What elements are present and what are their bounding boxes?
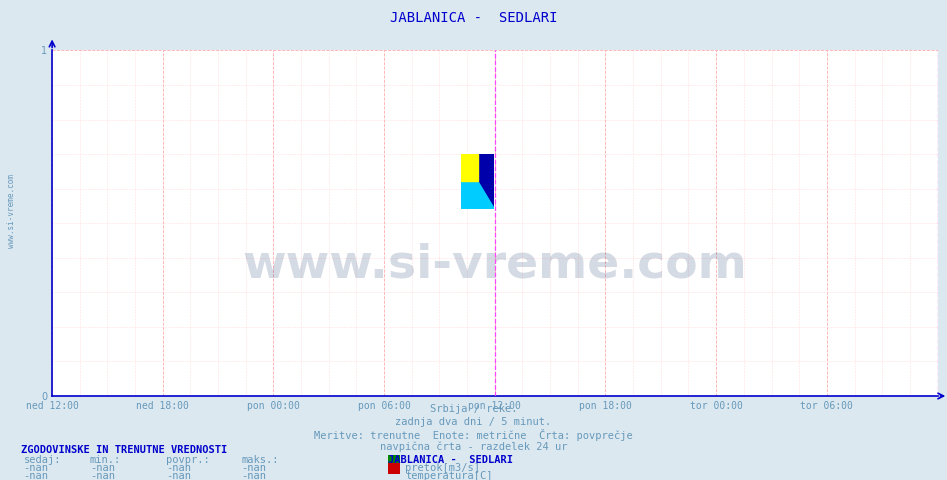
Text: ZGODOVINSKE IN TRENUTNE VREDNOSTI: ZGODOVINSKE IN TRENUTNE VREDNOSTI	[21, 445, 227, 456]
Text: maks.:: maks.:	[241, 455, 279, 465]
Text: Srbija / reke.: Srbija / reke.	[430, 404, 517, 414]
Bar	[461, 154, 478, 181]
Text: www.si-vreme.com: www.si-vreme.com	[242, 242, 747, 287]
Polygon shape	[461, 154, 494, 209]
Text: www.si-vreme.com: www.si-vreme.com	[7, 174, 16, 248]
Text: -nan: -nan	[241, 471, 266, 480]
Text: sedaj:: sedaj:	[24, 455, 62, 465]
Text: -nan: -nan	[24, 471, 48, 480]
Text: temperatura[C]: temperatura[C]	[405, 471, 492, 480]
Text: zadnja dva dni / 5 minut.: zadnja dva dni / 5 minut.	[396, 417, 551, 427]
Text: -nan: -nan	[166, 471, 190, 480]
Text: Meritve: trenutne  Enote: metrične  Črta: povprečje: Meritve: trenutne Enote: metrične Črta: …	[314, 429, 633, 441]
Text: navpična črta - razdelek 24 ur: navpična črta - razdelek 24 ur	[380, 442, 567, 452]
Text: -nan: -nan	[166, 463, 190, 473]
Text: -nan: -nan	[24, 463, 48, 473]
Text: min.:: min.:	[90, 455, 121, 465]
Text: -nan: -nan	[241, 463, 266, 473]
Polygon shape	[461, 154, 494, 209]
Text: JABLANICA -  SEDLARI: JABLANICA - SEDLARI	[390, 11, 557, 25]
Text: pretok[m3/s]: pretok[m3/s]	[405, 463, 480, 473]
Text: -nan: -nan	[90, 463, 115, 473]
Text: povpr.:: povpr.:	[166, 455, 209, 465]
Text: JABLANICA -  SEDLARI: JABLANICA - SEDLARI	[388, 455, 513, 465]
Text: -nan: -nan	[90, 471, 115, 480]
